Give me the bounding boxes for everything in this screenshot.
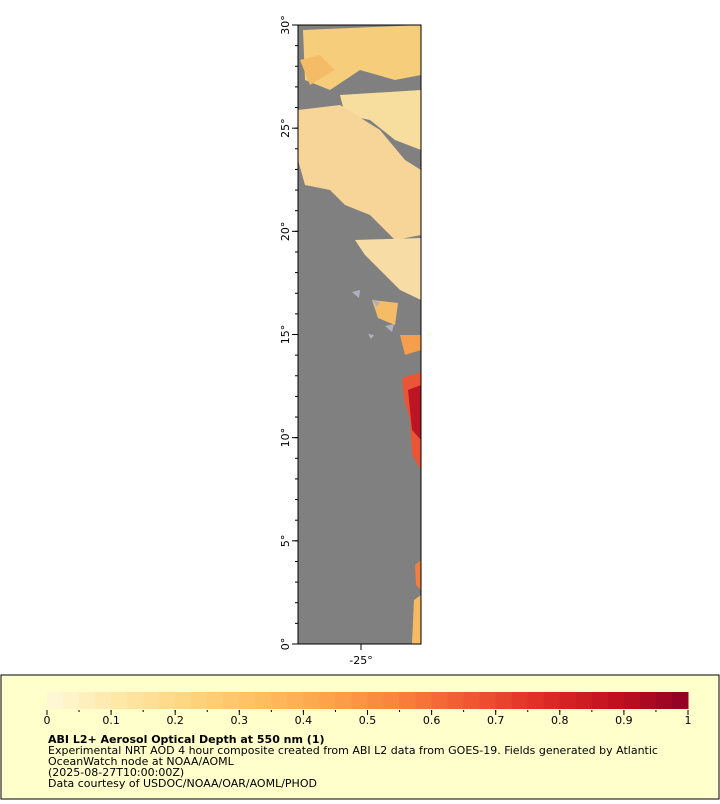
colorbar-swatch [623,692,641,709]
legend-line: Data courtesy of USDOC/NOAA/OAR/AOML/PHO… [48,777,317,790]
colorbar-swatch [191,692,208,709]
colorbar-swatch [575,692,593,709]
colorbar-swatch [543,692,561,709]
colorbar-swatch [591,692,609,709]
colorbar-swatch [95,692,112,709]
colorbar-swatch [255,692,272,709]
colorbar-tick-label: 0.1 [102,714,120,727]
colorbar-swatch [607,692,625,709]
colorbar: 0 0.1 0.2 0.3 0.4 0.5 0.6 0.7 0.8 0.9 1 [44,692,692,727]
colorbar-tick-label: 0 [44,714,51,727]
lat-tick-label: 30° [279,15,292,35]
colorbar-swatch [79,692,96,709]
colorbar-swatch [63,692,80,709]
colorbar-swatch [207,692,224,709]
colorbar-tick-label: 0.7 [487,714,505,727]
colorbar-swatch [143,692,160,709]
colorbar-swatch [431,692,449,709]
lat-tick-label: 20° [279,222,292,242]
legend-line: (2025-08-27T10:00:00Z) [48,766,184,779]
colorbar-swatch [223,692,240,709]
clouds [352,290,394,339]
lat-tick-label: 0° [279,638,292,651]
colorbar-tick-label: 1 [685,714,692,727]
aod-field [298,25,421,644]
colorbar-swatch [175,692,192,709]
colorbar-tick-label: 0.3 [231,714,249,727]
colorbar-swatch [111,692,128,709]
lat-tick-label: 10° [279,428,292,448]
legend-line: OceanWatch node at NOAA/AOML [48,755,235,768]
colorbar-swatch [287,692,304,709]
colorbar-swatch [303,692,320,709]
colorbar-swatch [239,692,256,709]
colorbar-swatch [463,692,481,709]
colorbar-swatch [335,692,352,709]
colorbar-swatch [671,692,689,709]
colorbar-swatch [527,692,545,709]
colorbar-swatch [351,692,368,709]
colorbar-tick-label: 0.9 [615,714,633,727]
map-area [297,24,422,645]
colorbar-swatch [47,692,64,709]
colorbar-swatch [159,692,176,709]
colorbar-swatch [559,692,577,709]
colorbar-swatch [415,692,433,709]
lat-tick-label: 15° [279,325,292,345]
colorbar-tick-label: 0.5 [359,714,377,727]
lat-tick-label: 25° [279,118,292,138]
colorbar-swatch [383,692,401,709]
colorbar-swatch [495,692,513,709]
colorbar-tick-label: 0.6 [423,714,441,727]
colorbar-tick-label: 0.2 [166,714,184,727]
colorbar-swatch [271,692,288,709]
legend-title: ABI L2+ Aerosol Optical Depth at 550 nm … [48,733,325,746]
colorbar-swatch [511,692,529,709]
colorbar-swatch [399,692,417,709]
colorbar-tick-label: 0.8 [551,714,569,727]
colorbar-tick-label: 0.4 [295,714,313,727]
legend-line: Experimental NRT AOD 4 hour composite cr… [48,744,658,757]
lat-tick-label: 5° [279,535,292,548]
colorbar-swatch [655,692,673,709]
colorbar-swatch [639,692,657,709]
colorbar-swatch [447,692,465,709]
colorbar-swatch [319,692,336,709]
colorbar-swatch [367,692,385,709]
colorbar-swatch [127,692,144,709]
colorbar-swatch [479,692,497,709]
lon-tick-label: -25° [349,654,372,667]
